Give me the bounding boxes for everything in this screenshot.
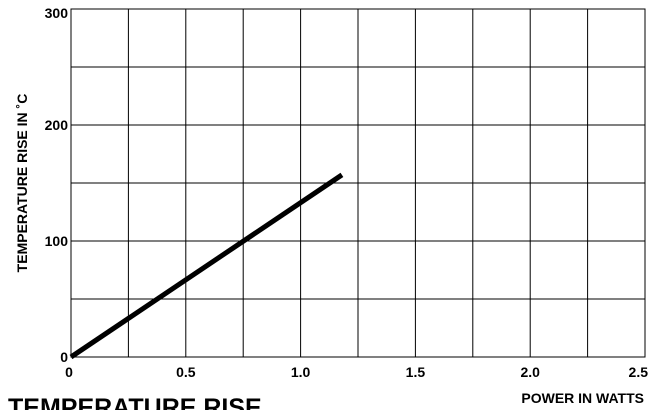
x-tick-label: 0 xyxy=(65,364,73,380)
x-tick-label: 0.5 xyxy=(176,364,196,380)
x-tick-label: 2.5 xyxy=(629,364,648,380)
plot-frame xyxy=(70,8,646,358)
x-axis-title: POWER IN WATTS xyxy=(521,390,644,406)
chart-title: TEMPERATURE RISE xyxy=(8,394,262,410)
y-tick-labels: 0 100 200 300 xyxy=(45,5,69,365)
x-tick-label: 2.0 xyxy=(520,364,540,380)
series-line xyxy=(69,172,344,360)
y-tick-label: 100 xyxy=(45,233,69,249)
y-tick-label: 300 xyxy=(45,5,69,21)
x-tick-labels: 0 0.5 1.0 1.5 2.0 2.5 xyxy=(65,364,648,380)
y-tick-label: 200 xyxy=(45,117,69,133)
series-layer xyxy=(69,172,344,360)
x-tick-label: 1.0 xyxy=(291,364,311,380)
y-tick-label: 0 xyxy=(60,349,68,365)
x-tick-label: 1.5 xyxy=(406,364,426,380)
grid xyxy=(71,9,645,357)
y-axis-title: TEMPERATURE RISE IN ˚C xyxy=(14,94,30,273)
